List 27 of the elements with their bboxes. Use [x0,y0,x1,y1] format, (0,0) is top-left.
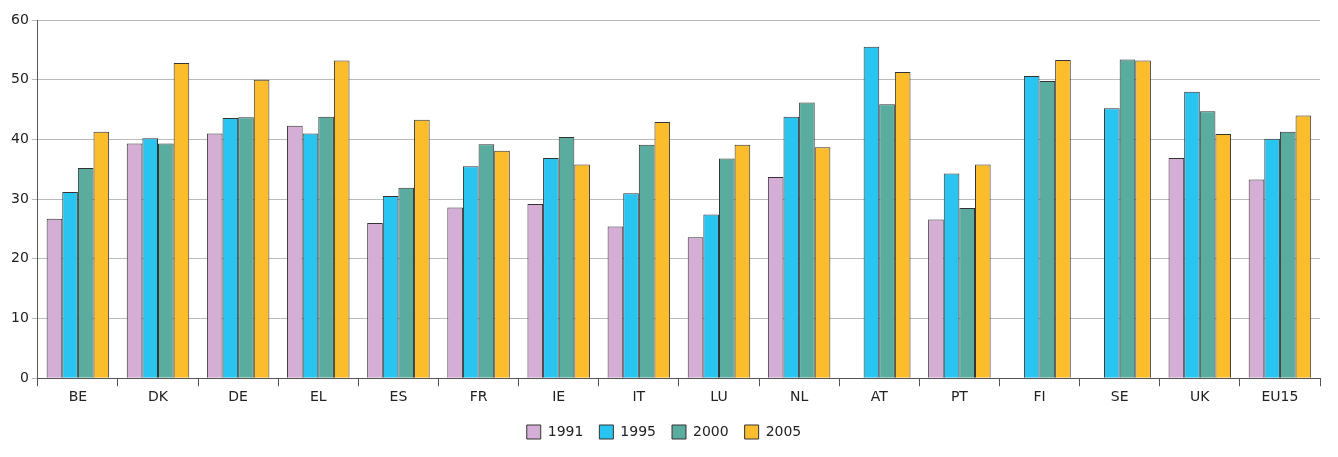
x-tick-label: UK [1190,388,1211,405]
y-tick-label: 60 [10,10,29,27]
x-tick-label: FI [1033,388,1046,405]
x-tick-label: FR [469,388,488,405]
x-tick-label: DE [228,388,248,405]
x-tick-label: ES [389,388,408,405]
legend-label: 2005 [765,422,802,439]
legend-label: 1995 [620,422,657,439]
legend-label: 2000 [693,422,729,439]
y-tick-label: 10 [10,309,29,326]
x-tick-label: EL [309,388,327,405]
x-tick-label: IE [552,388,566,405]
x-tick-label: DK [148,388,169,405]
legend-label: 1991 [547,422,584,439]
x-tick-label: AT [870,388,889,405]
x-tick-label: NL [789,388,809,405]
x-tick-label: LU [710,388,728,405]
y-tick-label: 20 [10,249,29,266]
y-tick-label: 50 [10,70,29,87]
x-tick-label: SE [1110,388,1129,405]
x-tick-label: EU15 [1261,388,1299,405]
y-tick-label: 0 [19,368,29,385]
y-tick-label: 30 [10,189,29,206]
x-tick-label: IT [632,388,646,405]
y-tick-label: 40 [10,130,29,147]
x-tick-label: PT [950,388,969,405]
x-tick-label: BE [68,388,88,405]
